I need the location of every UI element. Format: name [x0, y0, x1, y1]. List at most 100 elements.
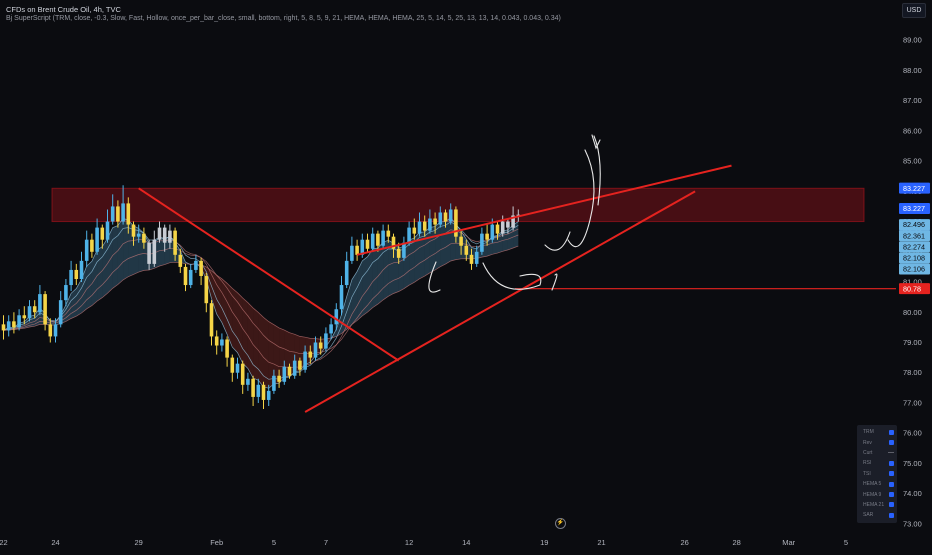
ribbon-segment	[409, 237, 415, 286]
candle-body	[256, 384, 261, 397]
candle-body	[121, 203, 125, 222]
ribbon-segment	[440, 221, 446, 267]
time-tick-label: 19	[540, 538, 548, 547]
candle-body	[142, 233, 146, 243]
candle-body	[500, 221, 505, 234]
candle-body	[422, 221, 427, 231]
candle-body	[64, 285, 68, 301]
price-badge	[899, 252, 930, 264]
candle-body	[438, 212, 443, 225]
candle-body	[152, 239, 157, 264]
price-tick-label: 88.00	[903, 66, 922, 75]
candle-body	[261, 384, 266, 400]
candle-body	[79, 260, 84, 279]
ribbon-segment	[123, 218, 129, 280]
price-tick-label: 81.00	[903, 278, 922, 287]
price-badge	[899, 182, 930, 194]
candle-body	[22, 315, 27, 319]
indicator-label: TRM	[863, 429, 874, 436]
ribbon-segment	[445, 217, 451, 265]
candle-body	[266, 390, 271, 400]
price-tick-label: 89.00	[903, 36, 922, 45]
candle-body	[417, 221, 422, 234]
annotation-stroke	[593, 135, 601, 206]
price-badge-label: 82.106	[903, 265, 925, 274]
candle-body	[360, 239, 365, 255]
candle-body	[183, 266, 188, 286]
candle-body	[178, 254, 183, 267]
currency-button[interactable]: USD	[902, 3, 926, 18]
ribbon-segment	[117, 218, 124, 285]
candle-body	[277, 375, 281, 382]
candle-body	[396, 248, 401, 258]
candle-body	[292, 360, 297, 376]
check-icon	[889, 481, 894, 487]
candle-body	[110, 206, 115, 222]
candle-body	[1, 324, 6, 331]
ribbon-segment	[164, 236, 170, 265]
candle-body	[474, 251, 479, 264]
price-badge	[899, 241, 930, 253]
indicator-legend[interactable]: Bj SuperScript (TRM, close, -0.3, Slow, …	[6, 15, 561, 22]
candle-body	[433, 218, 437, 225]
symbol-title[interactable]: CFDs on Brent Crude Oil, 4h, TVC	[6, 5, 121, 14]
ribbon-segment	[268, 321, 274, 389]
price-badge-label: 82.108	[903, 253, 925, 262]
price-badge-label: 82.274	[903, 242, 925, 251]
candle-body	[48, 324, 53, 337]
ribbon-segment	[372, 247, 378, 308]
candle-body	[220, 339, 224, 346]
indicator-label: HEMA 21	[863, 501, 885, 508]
candle-body	[162, 227, 167, 243]
candle-body	[100, 227, 105, 240]
candle-body	[339, 285, 344, 310]
indicator-row: HEMA 21	[857, 500, 897, 510]
candle-body	[365, 239, 370, 249]
candle-body	[199, 260, 203, 276]
candle-body	[147, 242, 151, 264]
time-tick-label: 21	[597, 538, 605, 547]
check-icon	[889, 471, 894, 477]
candle-body	[32, 306, 37, 313]
hand-drawn-annotations	[428, 134, 601, 293]
candle-body	[58, 300, 63, 325]
candle-body	[344, 260, 349, 286]
candle-body	[53, 324, 58, 337]
check-icon	[889, 502, 894, 508]
ribbon-segment	[362, 256, 368, 316]
candle-body	[157, 227, 162, 240]
ribbon-segment	[351, 271, 358, 325]
ribbon-segment	[388, 240, 394, 297]
candle-body	[287, 366, 292, 376]
time-tick-label: 28	[733, 538, 741, 547]
candle-body	[511, 215, 515, 228]
price-tick-label: 76.00	[903, 429, 922, 438]
indicator-row: Rev	[857, 437, 897, 447]
check-icon	[889, 429, 894, 435]
annotation-stroke	[428, 261, 441, 293]
price-tick-label: 73.00	[903, 519, 922, 528]
candle-body	[298, 360, 302, 370]
candle-body	[381, 230, 385, 246]
lightning-icon[interactable]: ⚡	[555, 518, 566, 529]
ribbon-segment	[232, 288, 238, 353]
candle-body	[391, 236, 396, 249]
ribbon-segment	[497, 230, 503, 254]
price-badge	[899, 263, 930, 275]
trendline	[356, 164, 732, 256]
candle-body	[69, 269, 73, 286]
candle-body	[443, 212, 448, 222]
ribbon-segment	[284, 330, 290, 378]
candle-body	[506, 221, 510, 228]
ribbon-segment	[336, 314, 342, 337]
candle-body	[230, 357, 235, 373]
time-tick-label: 26	[681, 538, 689, 547]
price-badge	[899, 219, 930, 231]
candle-body	[334, 309, 339, 325]
ribbon-segment	[435, 221, 441, 271]
ribbon-segment	[367, 249, 373, 313]
ribbon-segment	[263, 317, 269, 389]
price-tick-label: 86.00	[903, 126, 922, 135]
